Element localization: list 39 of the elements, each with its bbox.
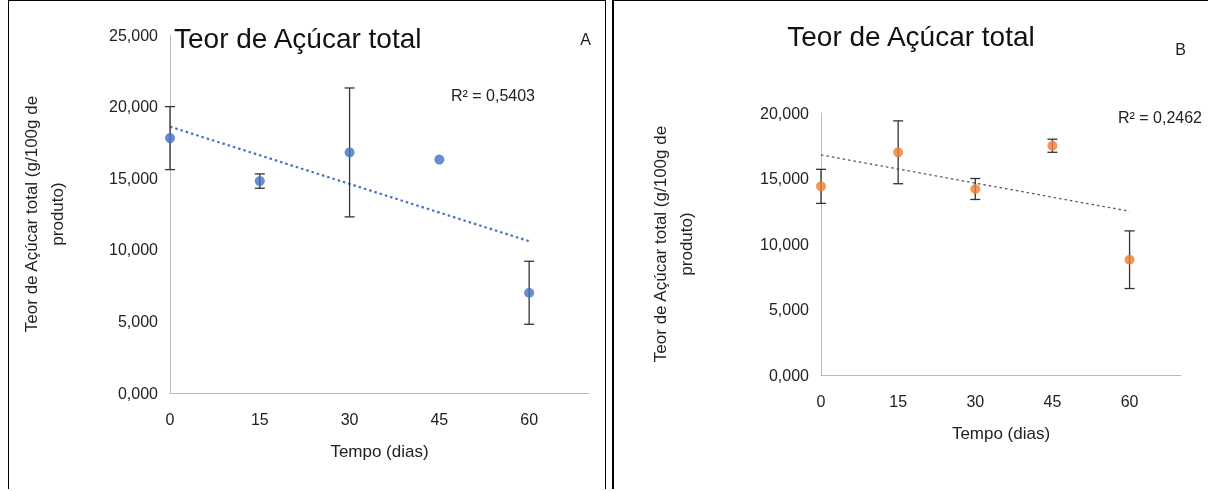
y-tick-label: 20,000 [760, 104, 810, 122]
y-tick-label: 0,000 [768, 366, 810, 384]
annotation: R² = 0,2462 [1117, 108, 1203, 126]
y-tick-label: 0,000 [117, 384, 159, 402]
text: B [1175, 40, 1186, 58]
chart-title: Teor de Açúcar total [174, 22, 422, 54]
y-tick-label: 5,000 [117, 312, 159, 330]
x-tick-label: 0 [165, 410, 175, 428]
x-tick-label: 15 [889, 392, 908, 410]
y-tick-label: 20,000 [109, 98, 159, 116]
x-tick-label: 60 [1120, 392, 1139, 410]
point [816, 181, 826, 192]
y-tick-label: 5,000 [768, 301, 810, 318]
y-tick-label: 15,000 [109, 169, 159, 187]
x-tick-label: 30 [340, 410, 359, 428]
y-tick-label: 10,000 [109, 241, 159, 259]
point [344, 147, 355, 158]
x-tick-label: 30 [966, 392, 985, 410]
y-axis-title: Teor de Açúcar total (g/100g de produto) [21, 95, 67, 333]
y-tick-label: 25,000 [109, 26, 159, 44]
point [524, 287, 535, 298]
x-axis-title: Tempo (dias) [951, 424, 1051, 443]
x-tick-label: 45 [1043, 392, 1062, 410]
point [165, 133, 175, 144]
chart-title: Teor de Açúcar total [787, 20, 1035, 52]
y-tick-label: 10,000 [760, 235, 810, 253]
point [434, 154, 445, 165]
x-axis-title: Tempo (dias) [330, 442, 429, 461]
x-tick-label: 15 [250, 410, 269, 428]
x-tick-label: 45 [430, 410, 449, 428]
y-axis-title: Teor de Açúcar total (g/100g de produto) [650, 125, 696, 363]
x-tick-label: 60 [520, 410, 539, 428]
point [970, 183, 981, 194]
point [1124, 254, 1135, 265]
y-tick-label: 15,000 [760, 170, 810, 187]
annotation: A [580, 30, 592, 48]
annotation: R² = 0,5403 [450, 86, 536, 104]
point [893, 147, 904, 158]
x-tick-label: 0 [816, 392, 826, 410]
